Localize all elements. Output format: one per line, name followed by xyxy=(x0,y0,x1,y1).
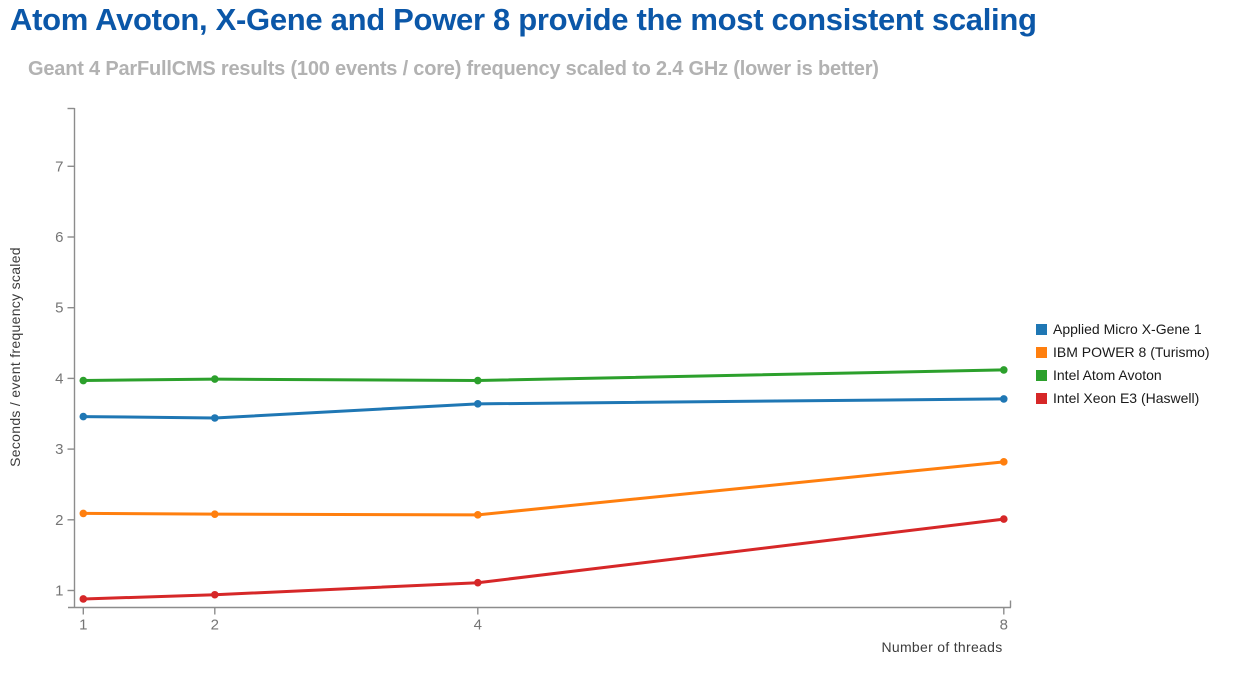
data-point xyxy=(211,590,219,599)
data-point xyxy=(211,375,219,383)
series-line xyxy=(81,368,1006,383)
chart-subtitle: Geant 4 ParFullCMS results (100 events /… xyxy=(28,58,879,80)
x-tick-label: 1 xyxy=(79,617,87,634)
data-point xyxy=(211,510,219,518)
data-point xyxy=(79,509,88,518)
legend-swatch-icon xyxy=(1036,392,1047,404)
data-point xyxy=(474,376,482,385)
data-point xyxy=(211,414,219,422)
legend-item: Applied Micro X-Gene 1 xyxy=(1036,322,1210,336)
legend-item: Intel Atom Avoton xyxy=(1036,368,1210,382)
x-tick-label: 2 xyxy=(211,617,219,634)
y-tick-label: 6 xyxy=(55,229,63,246)
legend-label: IBM POWER 8 (Turismo) xyxy=(1053,344,1210,360)
y-tick-label: 4 xyxy=(55,370,63,387)
legend-swatch-icon xyxy=(1036,323,1047,335)
data-point xyxy=(79,412,88,421)
y-tick-label: 1 xyxy=(55,583,63,600)
data-point xyxy=(1000,366,1008,374)
legend-label: Intel Atom Avoton xyxy=(1053,367,1162,383)
y-tick-label: 3 xyxy=(55,441,63,458)
x-axis-label: Number of threads xyxy=(881,639,1002,655)
data-point xyxy=(474,511,482,519)
legend-item: IBM POWER 8 (Turismo) xyxy=(1036,345,1210,359)
series-line xyxy=(81,517,1006,601)
x-tick-label: 8 xyxy=(1000,617,1008,634)
data-point xyxy=(474,578,482,587)
data-point xyxy=(1000,515,1008,523)
chart-title: Atom Avoton, X-Gene and Power 8 provide … xyxy=(10,2,1037,37)
y-tick-label: 7 xyxy=(55,158,63,175)
legend-swatch-icon xyxy=(1036,346,1047,358)
data-point xyxy=(1000,458,1008,466)
data-point xyxy=(79,595,88,603)
data-point xyxy=(1000,395,1008,403)
data-point xyxy=(474,400,482,408)
legend-item: Intel Xeon E3 (Haswell) xyxy=(1036,391,1210,405)
y-axis-label: Seconds / event frequency scaled xyxy=(7,247,23,467)
x-tick-label: 4 xyxy=(474,617,482,634)
series-line xyxy=(81,460,1006,517)
series-line xyxy=(81,397,1006,420)
legend-label: Intel Xeon E3 (Haswell) xyxy=(1053,390,1200,406)
legend-label: Applied Micro X-Gene 1 xyxy=(1053,321,1202,337)
y-tick-label: 2 xyxy=(55,512,63,529)
legend: Applied Micro X-Gene 1 IBM POWER 8 (Turis… xyxy=(1036,322,1210,405)
legend-swatch-icon xyxy=(1036,369,1047,381)
y-tick-label: 5 xyxy=(55,300,63,317)
data-point xyxy=(79,376,88,385)
